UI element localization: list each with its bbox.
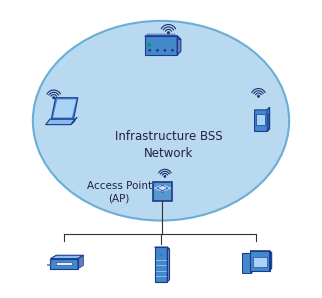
Circle shape: [164, 49, 166, 52]
Polygon shape: [53, 100, 76, 117]
Polygon shape: [155, 247, 169, 249]
Polygon shape: [251, 253, 252, 274]
Text: Access Point
(AP): Access Point (AP): [87, 181, 152, 204]
FancyBboxPatch shape: [56, 262, 72, 265]
Circle shape: [52, 97, 55, 99]
Circle shape: [156, 49, 158, 52]
Polygon shape: [51, 259, 78, 269]
Polygon shape: [155, 247, 167, 282]
Polygon shape: [242, 253, 252, 255]
Polygon shape: [250, 251, 272, 253]
FancyBboxPatch shape: [153, 182, 172, 201]
Polygon shape: [270, 251, 272, 271]
Circle shape: [164, 176, 166, 177]
Polygon shape: [255, 107, 270, 131]
Circle shape: [167, 32, 170, 34]
Circle shape: [257, 95, 260, 97]
Polygon shape: [267, 107, 270, 131]
Polygon shape: [242, 253, 251, 274]
FancyBboxPatch shape: [147, 33, 175, 35]
Circle shape: [171, 49, 174, 52]
Polygon shape: [145, 36, 177, 55]
Polygon shape: [71, 117, 77, 125]
Circle shape: [160, 253, 162, 256]
FancyBboxPatch shape: [253, 257, 267, 267]
Text: Infrastructure BSS
Network: Infrastructure BSS Network: [115, 130, 222, 159]
Polygon shape: [267, 108, 269, 114]
Polygon shape: [157, 185, 168, 191]
Circle shape: [148, 44, 150, 46]
Ellipse shape: [33, 21, 289, 221]
FancyBboxPatch shape: [256, 114, 265, 125]
Polygon shape: [177, 36, 181, 55]
Circle shape: [149, 49, 151, 52]
Polygon shape: [78, 255, 83, 269]
Polygon shape: [47, 264, 51, 265]
Polygon shape: [51, 255, 83, 259]
Polygon shape: [167, 247, 169, 282]
Polygon shape: [51, 98, 78, 119]
Polygon shape: [157, 186, 168, 193]
Polygon shape: [46, 119, 75, 125]
Polygon shape: [250, 251, 270, 271]
Polygon shape: [145, 36, 181, 40]
